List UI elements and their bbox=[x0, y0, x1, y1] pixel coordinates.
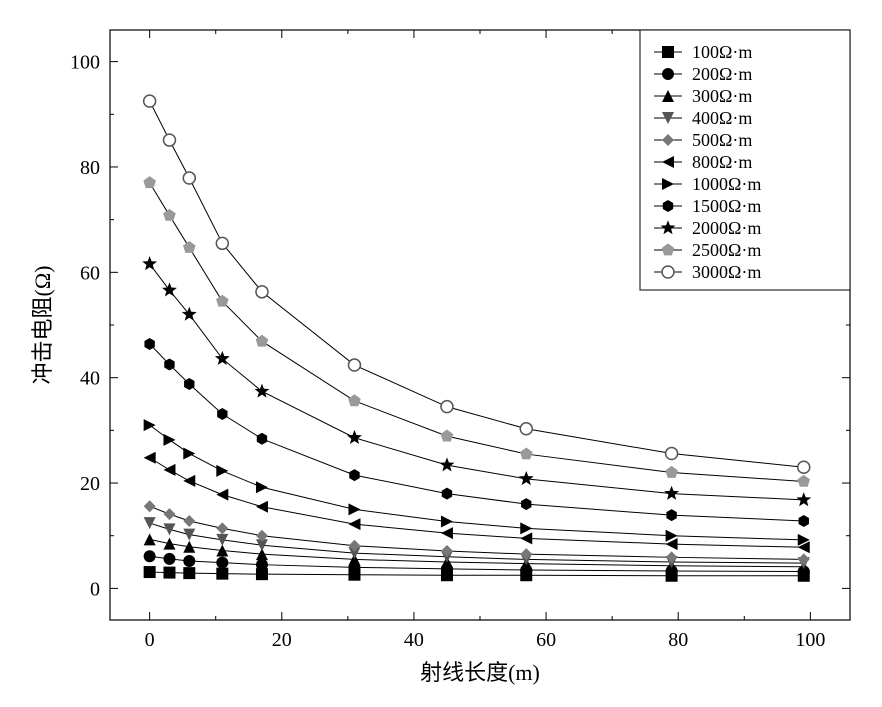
x-tick-label: 0 bbox=[145, 629, 155, 651]
x-axis-label: 射线长度(m) bbox=[420, 660, 540, 685]
legend-label: 2500Ω·m bbox=[692, 240, 761, 260]
legend-label: 300Ω·m bbox=[692, 86, 752, 106]
x-tick-label: 100 bbox=[795, 629, 825, 651]
x-tick-label: 60 bbox=[536, 629, 556, 651]
legend-label: 2000Ω·m bbox=[692, 218, 761, 238]
legend: 100Ω·m200Ω·m300Ω·m400Ω·m500Ω·m800Ω·m1000… bbox=[640, 30, 850, 290]
x-tick-label: 80 bbox=[668, 629, 688, 651]
chart-svg: 0 20 40 60 80 100 0 20 40 60 80 100 射线长度(m) 冲击电阻(Ω) 10… bbox=[0, 0, 882, 707]
y-tick-label: 60 bbox=[80, 262, 100, 284]
legend-label: 3000Ω·m bbox=[692, 262, 761, 282]
x-tick-label: 20 bbox=[272, 629, 292, 651]
legend-label: 1500Ω·m bbox=[692, 196, 761, 216]
legend-label: 100Ω·m bbox=[692, 42, 752, 62]
legend-label: 400Ω·m bbox=[692, 108, 752, 128]
legend-label: 200Ω·m bbox=[692, 64, 752, 84]
y-tick-label: 0 bbox=[90, 578, 100, 600]
legend-label: 800Ω·m bbox=[692, 152, 752, 172]
x-tick-label: 40 bbox=[404, 629, 424, 651]
y-tick-label: 100 bbox=[70, 52, 100, 74]
y-axis-label: 冲击电阻(Ω) bbox=[30, 265, 55, 384]
chart-container: 0 20 40 60 80 100 0 20 40 60 80 100 射线长度(m) 冲击电阻(Ω) 10… bbox=[0, 0, 882, 707]
legend-label: 1000Ω·m bbox=[692, 174, 761, 194]
y-tick-label: 80 bbox=[80, 157, 100, 179]
y-tick-label: 20 bbox=[80, 473, 100, 495]
y-tick-label: 40 bbox=[80, 368, 100, 390]
legend-label: 500Ω·m bbox=[692, 130, 752, 150]
